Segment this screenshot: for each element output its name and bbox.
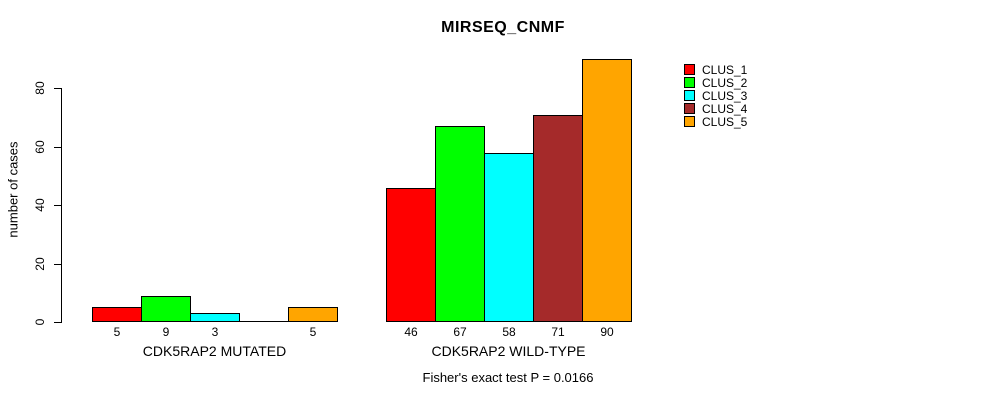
bar-value-label: 3 — [211, 325, 219, 339]
legend: CLUS_1 CLUS_2 CLUS_3 CLUS_4 CLUS_5 — [684, 63, 747, 128]
legend-label: CLUS_1 — [702, 62, 748, 77]
legend-swatch-CLUS_1 — [684, 64, 695, 75]
bar-value-label: 90 — [600, 325, 614, 339]
legend-row: CLUS_1 — [684, 63, 747, 76]
bar-CLUS_4-zero — [239, 321, 289, 322]
y-axis-tick — [54, 205, 61, 206]
fisher-test-annotation: Fisher's exact test P = 0.0166 — [422, 370, 594, 385]
y-axis-tick-label: 40 — [33, 198, 47, 212]
bar-value-label: 5 — [113, 325, 121, 339]
bar-value-label: 46 — [404, 325, 418, 339]
legend-label: CLUS_2 — [702, 75, 748, 90]
y-axis-tick — [54, 147, 61, 148]
legend-label: CLUS_3 — [702, 88, 748, 103]
bar-CLUS_4 — [533, 115, 583, 322]
legend-swatch-CLUS_3 — [684, 90, 695, 101]
bar-CLUS_1 — [92, 307, 142, 322]
bar-value-label: 58 — [502, 325, 516, 339]
y-axis-tick-label: 80 — [33, 81, 47, 95]
legend-row: CLUS_3 — [684, 89, 747, 102]
chart-title: MIRSEQ_CNMF — [441, 19, 565, 36]
y-axis-tick — [54, 88, 61, 89]
y-axis-tick-label: 20 — [33, 257, 47, 271]
bar-value-label: 9 — [162, 325, 170, 339]
y-axis-title: number of cases — [5, 141, 21, 238]
legend-label: CLUS_4 — [702, 101, 748, 116]
bar-CLUS_5 — [582, 59, 632, 322]
legend-swatch-CLUS_4 — [684, 103, 695, 114]
bar-value-label: 71 — [551, 325, 565, 339]
legend-label: CLUS_5 — [702, 114, 748, 129]
legend-swatch-CLUS_2 — [684, 77, 695, 88]
y-axis-tick — [54, 264, 61, 265]
bar-value-label: 67 — [453, 325, 467, 339]
group-label: CDK5RAP2 WILD-TYPE — [431, 343, 586, 359]
legend-row: CLUS_4 — [684, 102, 747, 115]
bar-CLUS_3 — [190, 313, 240, 322]
bar-CLUS_1 — [386, 188, 436, 322]
y-axis-tick-label: 0 — [33, 318, 47, 326]
y-axis-tick — [54, 322, 61, 323]
bar-CLUS_3 — [484, 153, 534, 322]
bar-CLUS_2 — [435, 126, 485, 322]
legend-row: CLUS_2 — [684, 76, 747, 89]
y-axis-line — [61, 88, 62, 323]
bar-value-label: 5 — [309, 325, 317, 339]
legend-swatch-CLUS_5 — [684, 116, 695, 127]
bar-CLUS_2 — [141, 296, 191, 322]
y-axis-tick-label: 60 — [33, 140, 47, 154]
legend-row: CLUS_5 — [684, 115, 747, 128]
bar-CLUS_5 — [288, 307, 338, 322]
group-label: CDK5RAP2 MUTATED — [142, 343, 287, 359]
